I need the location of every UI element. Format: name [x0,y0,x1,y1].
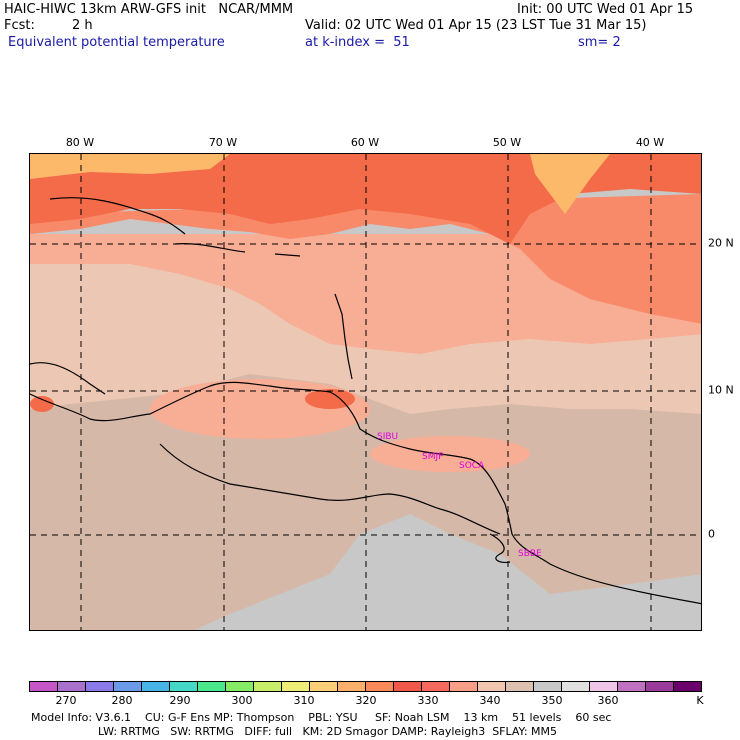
plot-title: HAIC-HIWC 13km ARW-GFS init NCAR/MMM [4,2,294,17]
colorbar-label: K [696,694,704,707]
smoothing: sm= 2 [578,35,621,50]
colorbar-swatch [338,682,366,691]
field-north-peak-west [30,154,230,179]
lat-label-10n: 10 N [708,383,734,397]
model-info-line1: Model Info: V3.6.1 CU: G-F Ens MP: Thomp… [31,711,612,724]
lat-label-20n: 20 N [708,236,734,250]
field-band-orange [30,194,701,324]
lon-label-80w: 80 W [65,136,95,149]
forecast-label: Fcst: [4,18,35,33]
colorbar-swatch [226,682,254,691]
colorbar-swatch [394,682,422,691]
colorbar-label: 320 [355,694,377,707]
puerto-rico-coast [274,253,301,257]
field-north-brazil-salmon [370,436,530,472]
hispaniola-coast [174,243,246,253]
colorbar-label: 280 [111,694,133,707]
forecast-hour: 2 h [72,18,93,33]
colorbar-label: 310 [293,694,315,707]
colorbar-label: 270 [55,694,77,707]
colorbar-label: 360 [597,694,619,707]
cuba-coast [49,197,186,235]
field-caribbean-salmon [150,379,370,439]
colorbar-swatch [142,682,170,691]
level-index: at k-index = 51 [305,35,410,50]
colorbar-swatch [366,682,394,691]
lat-label-equator: 0 [708,527,715,541]
colorbar-swatch [562,682,590,691]
colorbar-swatch [618,682,646,691]
colorbar-swatch [86,682,114,691]
colorbar-swatch [310,682,338,691]
lon-label-60w: 60 W [350,136,380,149]
station-label: SOCA [459,461,485,471]
colorbar-swatch [674,682,701,691]
graticule [30,154,701,630]
lesser-antilles [334,293,353,380]
valid-time: Valid: 02 UTC Wed 01 Apr 15 (23 LST Tue … [305,18,647,33]
coastlines [30,197,701,605]
colorbar-label: 340 [479,694,501,707]
station-label: SMJP [422,452,444,462]
colorbar-swatch [534,682,562,691]
station-label: SBBE [518,549,542,559]
model-info-line2: LW: RRTMG SW: RRTMG DIFF: full KM: 2D Sm… [98,725,558,738]
colorbar [29,681,702,692]
field-name: Equivalent potential temperature [8,35,225,50]
central-america-coast [30,362,106,395]
colorbar-swatch [646,682,674,691]
south-america-coast [30,381,701,605]
colorbar-label: 350 [541,694,563,707]
map-panel [29,153,702,631]
colorbar-swatch [30,682,58,691]
colorbar-label: 330 [417,694,439,707]
colorbar-label: 300 [231,694,253,707]
colorbar-swatch [422,682,450,691]
field-mid-salmon [30,234,701,354]
colorbar-label: 290 [169,694,191,707]
south-america-inland-border [159,443,501,535]
colorbar-swatch [506,682,534,691]
lon-label-70w: 70 W [208,136,238,149]
theta-e-field [30,154,701,630]
field-north-peak [530,154,610,214]
field-coastal-spot [305,389,355,409]
colorbar-swatch [282,682,310,691]
colorbar-swatch [450,682,478,691]
colorbar-swatch [114,682,142,691]
colorbar-swatch [198,682,226,691]
colorbar-swatch [58,682,86,691]
station-label: SIBU [377,432,399,442]
colorbar-swatch [590,682,618,691]
lon-label-50w: 50 W [492,136,522,149]
colorbar-swatch [254,682,282,691]
colorbar-swatch [478,682,506,691]
colorbar-swatch [170,682,198,691]
lon-label-40w: 40 W [635,136,665,149]
amazon-delta [489,533,511,564]
field-coastal-spot-west [30,396,54,412]
init-time: Init: 00 UTC Wed 01 Apr 15 [517,2,694,17]
